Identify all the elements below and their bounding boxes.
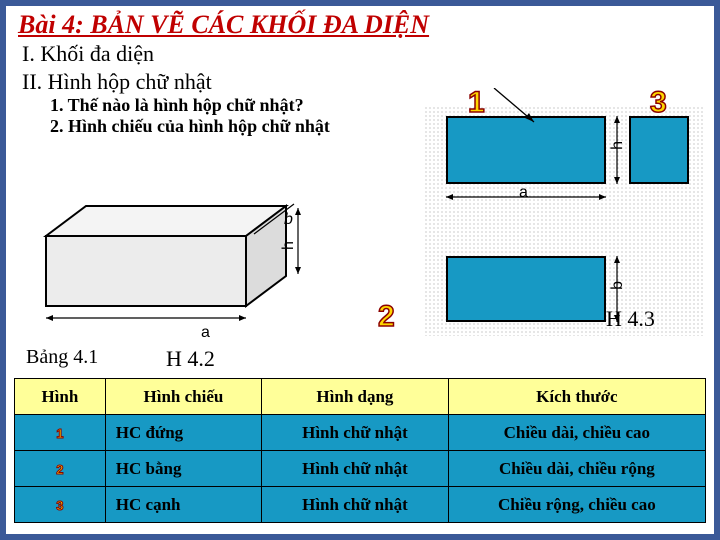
section-1: I. Khối đa diện	[6, 40, 714, 68]
page-title: Bài 4: BẢN VẼ CÁC KHỐI ĐA DIỆN	[6, 6, 714, 40]
table-title: Bảng 4.1	[26, 346, 98, 369]
top-view-rect	[446, 256, 606, 322]
svg-text:b: b	[284, 211, 293, 228]
side-view-rect	[629, 116, 689, 184]
projection-table: Hình Hình chiếu Hình dạng Kích thước 1 H…	[14, 378, 706, 523]
table-row: 2 HC bằng Hình chữ nhật Chiều dài, chiều…	[15, 451, 706, 487]
table-row: 1 HC đứng Hình chữ nhật Chiều dài, chiều…	[15, 415, 706, 451]
fig-42-label: H 4.2	[166, 346, 215, 372]
label-num-3: 3	[650, 86, 667, 120]
th-hinh: Hình	[15, 379, 106, 415]
label-num-2: 2	[378, 300, 395, 334]
fig-43-label: H 4.3	[606, 306, 655, 332]
svg-text:h: h	[280, 241, 297, 250]
th-chieu: Hình chiếu	[105, 379, 261, 415]
cuboid-dim-a: a	[201, 324, 210, 342]
section-2: II. Hình hộp chữ nhật	[6, 68, 714, 96]
dim-line-h	[610, 116, 624, 184]
th-dang: Hình dạng	[262, 379, 449, 415]
table-row: 3 HC cạnh Hình chữ nhật Chiều rộng, chiề…	[15, 487, 706, 523]
leader-1	[484, 88, 554, 128]
dim-b-label: b	[609, 281, 627, 290]
dim-a-label: a	[519, 184, 528, 202]
th-kt: Kích thước	[448, 379, 705, 415]
label-num-1: 1	[468, 86, 485, 120]
projection-panel: a h b	[424, 106, 704, 336]
dim-h-label: h	[609, 141, 627, 150]
